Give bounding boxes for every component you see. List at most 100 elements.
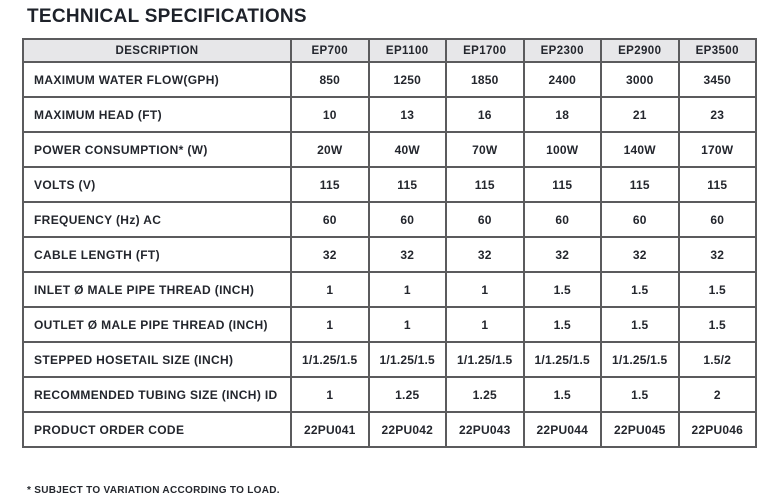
spec-value-cell: 1/1.25/1.5 — [600, 341, 680, 378]
spec-value-cell: 18 — [522, 96, 602, 133]
spec-value-cell: 3000 — [600, 61, 680, 98]
table-row: POWER CONSUMPTION* (W) 20W 40W 70W 100W 140W 1… — [22, 131, 757, 168]
spec-value-cell: 170W — [677, 131, 757, 168]
spec-value-cell: 1.5 — [522, 306, 602, 343]
row-label: RECOMMENDED TUBING SIZE (INCH) ID — [22, 376, 292, 413]
spec-value-cell: 60 — [600, 201, 680, 238]
spec-value-cell: 140W — [600, 131, 680, 168]
table-row: INLET Ø MALE PIPE THREAD (INCH) 1 1 1 1.5 1.5… — [22, 271, 757, 308]
row-label: MAXIMUM WATER FLOW(GPH) — [22, 61, 292, 98]
spec-value-cell: 10 — [290, 96, 370, 133]
table-row: MAXIMUM WATER FLOW(GPH) 850 1250 1850 2400 30… — [22, 61, 757, 98]
spec-value-cell: 23 — [677, 96, 757, 133]
row-label: VOLTS (V) — [22, 166, 292, 203]
table-row: FREQUENCY (Hz) AC 60 60 60 60 60 60 — [22, 201, 757, 238]
row-label: STEPPED HOSETAIL SIZE (INCH) — [22, 341, 292, 378]
spec-value-cell: 1 — [367, 306, 447, 343]
column-header-description: DESCRIPTION — [22, 38, 292, 63]
spec-value-cell: 100W — [522, 131, 602, 168]
spec-value-cell: 60 — [522, 201, 602, 238]
spec-value-cell: 1.25 — [367, 376, 447, 413]
table-row: MAXIMUM HEAD (FT) 10 13 16 18 21 23 — [22, 96, 757, 133]
spec-value-cell: 1/1.25/1.5 — [290, 341, 370, 378]
spec-value-cell: 13 — [367, 96, 447, 133]
spec-value-cell: 60 — [677, 201, 757, 238]
spec-value-cell: 60 — [367, 201, 447, 238]
column-header-ep700: EP700 — [290, 38, 370, 63]
table-row: PRODUCT ORDER CODE 22PU041 22PU042 22PU043 2… — [22, 411, 757, 448]
spec-value-cell: 2400 — [522, 61, 602, 98]
spec-value-cell: 1.5 — [522, 271, 602, 308]
spec-value-cell: 1850 — [445, 61, 525, 98]
table-row: RECOMMENDED TUBING SIZE (INCH) ID 1 1.25 1.… — [22, 376, 757, 413]
spec-value-cell: 1 — [290, 376, 370, 413]
row-label: CABLE LENGTH (FT) — [22, 236, 292, 273]
spec-value-cell: 60 — [290, 201, 370, 238]
column-header-ep1100: EP1100 — [367, 38, 447, 63]
spec-value-cell: 1 — [445, 271, 525, 308]
spec-value-cell: 1/1.25/1.5 — [367, 341, 447, 378]
spec-value-cell: 1.5 — [677, 306, 757, 343]
row-label: POWER CONSUMPTION* (W) — [22, 131, 292, 168]
spec-value-cell: 22PU045 — [600, 411, 680, 448]
spec-value-cell: 1 — [367, 271, 447, 308]
table-row: CABLE LENGTH (FT) 32 32 32 32 32 32 — [22, 236, 757, 273]
row-label: MAXIMUM HEAD (FT) — [22, 96, 292, 133]
spec-value-cell: 115 — [445, 166, 525, 203]
spec-value-cell: 60 — [445, 201, 525, 238]
page-title: TECHNICAL SPECIFICATIONS — [27, 6, 307, 27]
spec-value-cell: 1.5 — [600, 376, 680, 413]
spec-value-cell: 1/1.25/1.5 — [445, 341, 525, 378]
spec-value-cell: 1.5/2 — [677, 341, 757, 378]
spec-value-cell: 1.25 — [445, 376, 525, 413]
spec-value-cell: 115 — [522, 166, 602, 203]
spec-value-cell: 1250 — [367, 61, 447, 98]
spec-value-cell: 32 — [290, 236, 370, 273]
spec-value-cell: 22PU044 — [522, 411, 602, 448]
spec-value-cell: 22PU043 — [445, 411, 525, 448]
column-header-ep1700: EP1700 — [445, 38, 525, 63]
spec-value-cell: 115 — [677, 166, 757, 203]
spec-value-cell: 40W — [367, 131, 447, 168]
spec-value-cell: 850 — [290, 61, 370, 98]
spec-value-cell: 20W — [290, 131, 370, 168]
spec-value-cell: 1.5 — [522, 376, 602, 413]
spec-value-cell: 1 — [290, 306, 370, 343]
spec-table: DESCRIPTION EP700 EP1100 EP1700 EP2300 EP2900… — [22, 38, 757, 448]
column-header-ep2300: EP2300 — [522, 38, 602, 63]
spec-value-cell: 1.5 — [600, 271, 680, 308]
spec-value-cell: 115 — [290, 166, 370, 203]
spec-value-cell: 1.5 — [677, 271, 757, 308]
row-label: OUTLET Ø MALE PIPE THREAD (INCH) — [22, 306, 292, 343]
spec-value-cell: 22PU046 — [677, 411, 757, 448]
footnote: * SUBJECT TO VARIATION ACCORDING TO LOAD… — [27, 485, 280, 496]
spec-value-cell: 32 — [367, 236, 447, 273]
spec-value-cell: 22PU041 — [290, 411, 370, 448]
spec-value-cell: 32 — [445, 236, 525, 273]
spec-value-cell: 22PU042 — [367, 411, 447, 448]
spec-value-cell: 32 — [677, 236, 757, 273]
spec-value-cell: 1 — [290, 271, 370, 308]
column-header-ep3500: EP3500 — [677, 38, 757, 63]
spec-value-cell: 70W — [445, 131, 525, 168]
spec-value-cell: 16 — [445, 96, 525, 133]
spec-value-cell: 2 — [677, 376, 757, 413]
table-row: STEPPED HOSETAIL SIZE (INCH) 1/1.25/1.5 1/… — [22, 341, 757, 378]
spec-value-cell: 21 — [600, 96, 680, 133]
spec-value-cell: 1.5 — [600, 306, 680, 343]
spec-value-cell: 115 — [600, 166, 680, 203]
spec-table-body: MAXIMUM WATER FLOW(GPH) 850 1250 1850 2400 30… — [22, 61, 757, 448]
spec-value-cell: 32 — [600, 236, 680, 273]
row-label: FREQUENCY (Hz) AC — [22, 201, 292, 238]
spec-table-header-row: DESCRIPTION EP700 EP1100 EP1700 EP2300 EP2900… — [22, 38, 757, 63]
spec-value-cell: 32 — [522, 236, 602, 273]
spec-table-head: DESCRIPTION EP700 EP1100 EP1700 EP2300 EP2900… — [22, 38, 757, 63]
spec-value-cell: 1/1.25/1.5 — [522, 341, 602, 378]
row-label: INLET Ø MALE PIPE THREAD (INCH) — [22, 271, 292, 308]
spec-value-cell: 1 — [445, 306, 525, 343]
table-row: OUTLET Ø MALE PIPE THREAD (INCH) 1 1 1 1.5 1.… — [22, 306, 757, 343]
spec-value-cell: 115 — [367, 166, 447, 203]
column-header-ep2900: EP2900 — [600, 38, 680, 63]
row-label: PRODUCT ORDER CODE — [22, 411, 292, 448]
